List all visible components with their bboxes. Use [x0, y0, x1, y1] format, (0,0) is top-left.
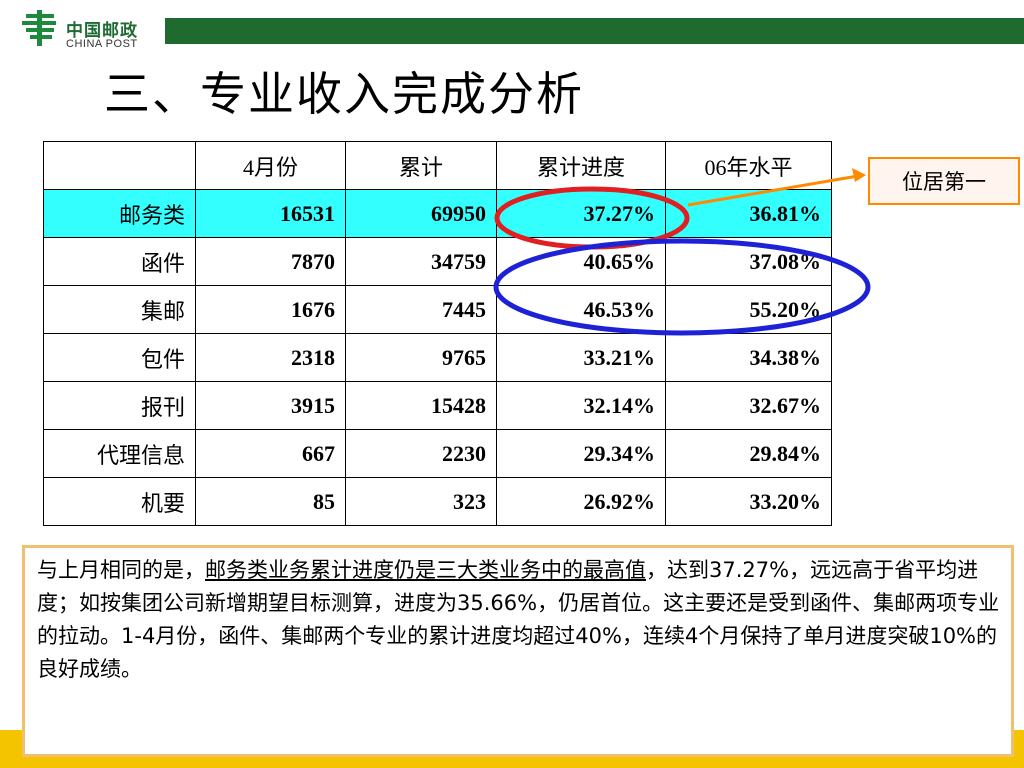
- table-row: 函件 7870 34759 40.65% 37.08%: [43, 237, 832, 286]
- table-cell: 29.84%: [665, 429, 832, 478]
- table-header-row: 4月份 累计 累计进度 06年水平: [43, 141, 832, 190]
- table-row: 代理信息 667 2230 29.34% 29.84%: [43, 429, 832, 478]
- logo-english-text: CHINA POST: [66, 38, 138, 50]
- page-title: 三、专业收入完成分析: [104, 67, 584, 121]
- table-cell: 2318: [195, 333, 346, 382]
- table-row: 邮务类 16531 69950 37.27% 36.81%: [43, 189, 832, 238]
- header-cell-progress: 累计进度: [496, 141, 666, 190]
- table-cell: 323: [345, 477, 497, 526]
- header-cell-2006-level: 06年水平: [665, 141, 832, 190]
- table-cell: 7870: [195, 237, 346, 286]
- table-cell: 26.92%: [496, 477, 666, 526]
- table-cell: 37.27%: [496, 189, 666, 238]
- header-cell-blank: [43, 141, 196, 190]
- row-label: 报刊: [43, 381, 196, 430]
- table-cell: 55.20%: [665, 285, 832, 334]
- header-green-bar: [165, 18, 1024, 44]
- table-row: 集邮 1676 7445 46.53% 55.20%: [43, 285, 832, 334]
- header-cell-april: 4月份: [195, 141, 346, 190]
- row-label: 邮务类: [43, 189, 196, 238]
- table-cell: 7445: [345, 285, 497, 334]
- table-cell: 1676: [195, 285, 346, 334]
- row-label: 代理信息: [43, 429, 196, 478]
- table-cell: 40.65%: [496, 237, 666, 286]
- table-cell: 3915: [195, 381, 346, 430]
- table-cell: 34.38%: [665, 333, 832, 382]
- table-cell: 33.21%: [496, 333, 666, 382]
- summary-textbox: 与上月相同的是，邮务类业务累计进度仍是三大类业务中的最高值，达到37.27%，远…: [22, 545, 1014, 757]
- table-row: 报刊 3915 15428 32.14% 32.67%: [43, 381, 832, 430]
- table-cell: 33.20%: [665, 477, 832, 526]
- header-cell-cumulative: 累计: [345, 141, 497, 190]
- table-cell: 15428: [345, 381, 497, 430]
- china-post-logo: 中国邮政 CHINA POST: [20, 8, 170, 50]
- table-cell: 667: [195, 429, 346, 478]
- table-cell: 9765: [345, 333, 497, 382]
- table-cell: 69950: [345, 189, 497, 238]
- callout-arrowhead-icon: [852, 168, 866, 182]
- china-post-emblem-icon: [22, 10, 56, 46]
- table-cell: 32.14%: [496, 381, 666, 430]
- table-cell: 34759: [345, 237, 497, 286]
- table-cell: 2230: [345, 429, 497, 478]
- revenue-table: 4月份 累计 累计进度 06年水平 邮务类 16531 69950 37.27%…: [43, 141, 832, 526]
- table-row: 机要 85 323 26.92% 33.20%: [43, 477, 832, 526]
- logo-chinese-text: 中国邮政: [66, 21, 138, 41]
- table-cell: 29.34%: [496, 429, 666, 478]
- row-label: 函件: [43, 237, 196, 286]
- summary-prefix: 与上月相同的是，: [37, 558, 205, 582]
- summary-underlined: 邮务类业务累计进度仍是三大类业务中的最高值: [205, 558, 646, 582]
- table-cell: 37.08%: [665, 237, 832, 286]
- callout-box: 位居第一: [868, 157, 1020, 205]
- table-row: 包件 2318 9765 33.21% 34.38%: [43, 333, 832, 382]
- table-cell: 16531: [195, 189, 346, 238]
- table-cell: 36.81%: [665, 189, 832, 238]
- table-cell: 85: [195, 477, 346, 526]
- table-cell: 46.53%: [496, 285, 666, 334]
- table-cell: 32.67%: [665, 381, 832, 430]
- row-label: 集邮: [43, 285, 196, 334]
- row-label: 包件: [43, 333, 196, 382]
- summary-body: ，达到37.27%，远远高于省平均进度；如按集团公司新增期望目标测算，进度为35…: [37, 558, 1000, 681]
- row-label: 机要: [43, 477, 196, 526]
